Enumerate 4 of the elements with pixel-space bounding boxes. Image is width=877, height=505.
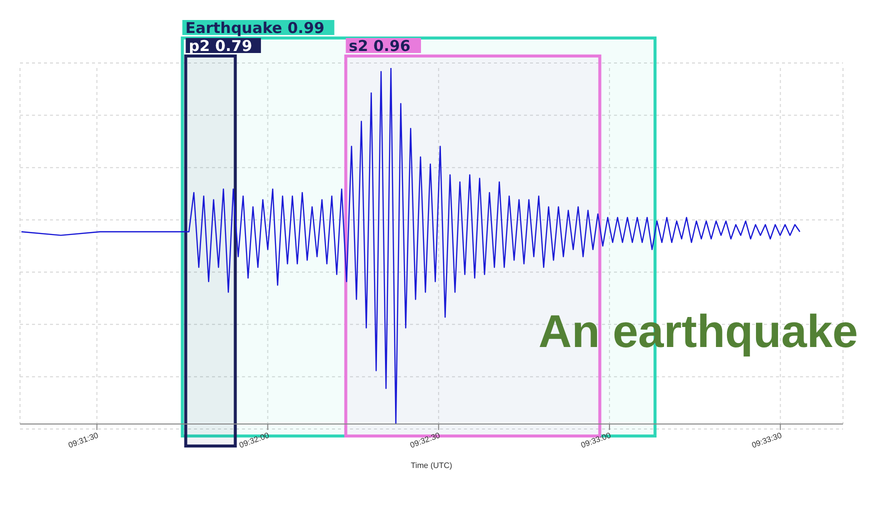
band-label: s2 0.96	[348, 37, 410, 55]
band-label: Earthquake 0.99	[185, 19, 324, 37]
band-label: p2 0.79	[188, 37, 252, 55]
x-axis-title: Time (UTC)	[410, 461, 453, 470]
